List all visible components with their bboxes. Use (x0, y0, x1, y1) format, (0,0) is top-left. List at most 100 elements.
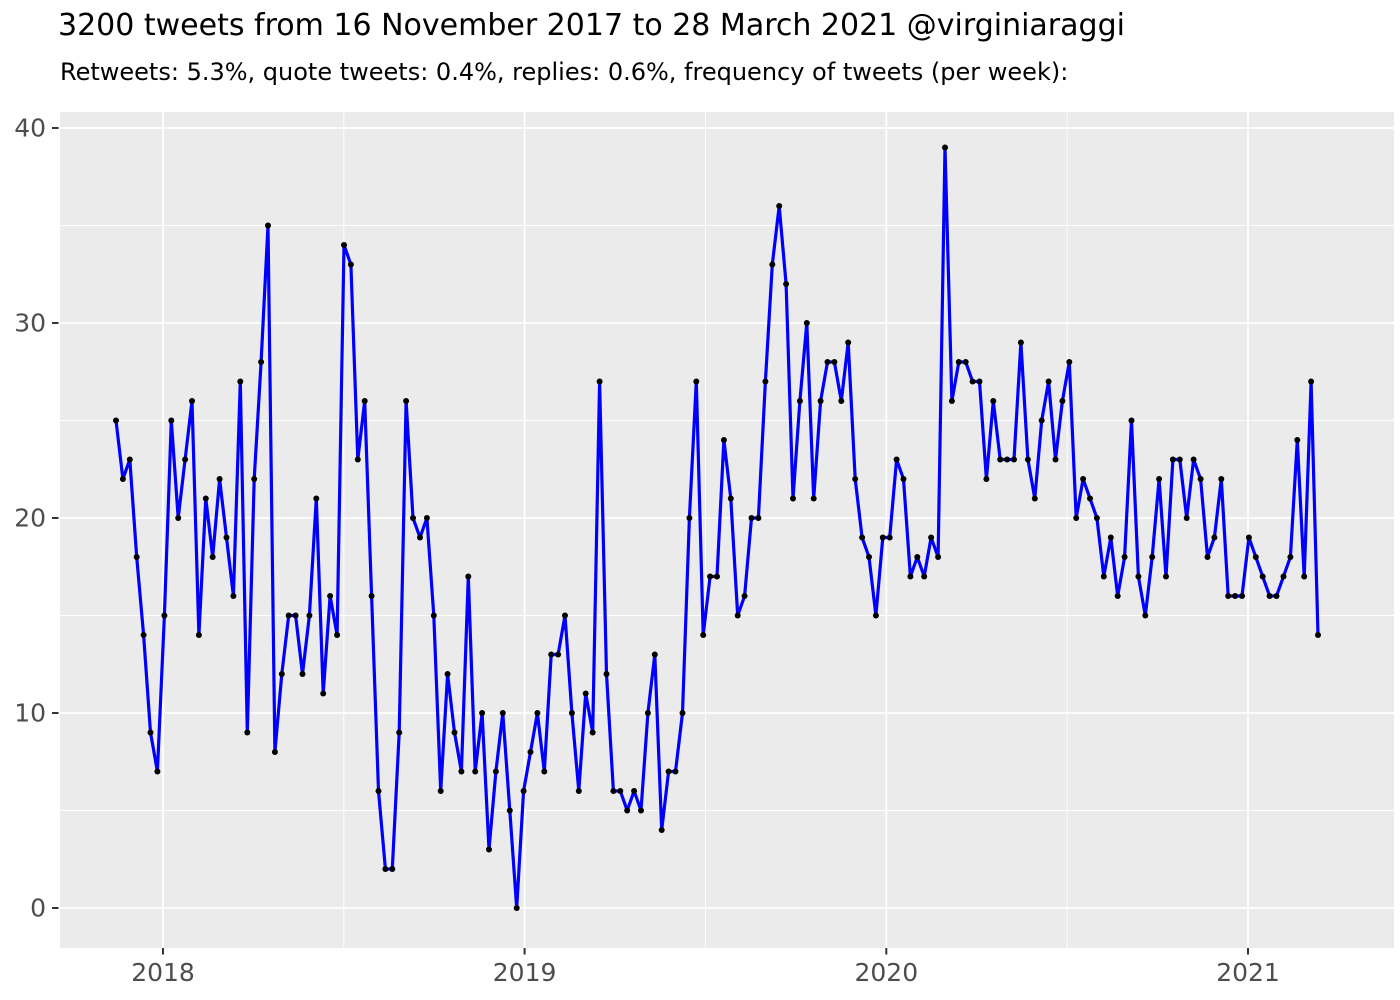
data-point (417, 534, 423, 541)
data-point (589, 729, 596, 736)
data-point (783, 281, 790, 287)
data-point (1252, 554, 1259, 560)
data-point (1100, 573, 1107, 580)
data-point (1287, 554, 1294, 560)
data-point (541, 768, 548, 775)
data-point (548, 651, 555, 658)
data-point (195, 632, 202, 638)
data-point (665, 768, 672, 775)
data-point (1280, 573, 1287, 580)
data-point (1011, 456, 1017, 463)
data-point (872, 612, 879, 619)
data-point (962, 359, 969, 365)
data-point (1073, 515, 1080, 521)
data-point (1190, 456, 1197, 463)
data-point (202, 495, 209, 502)
data-point (313, 495, 320, 502)
data-point (499, 710, 506, 716)
plot-panel (60, 112, 1394, 948)
chart-title: 3200 tweets from 16 November 2017 to 28 … (58, 8, 1125, 43)
chart-subtitle: Retweets: 5.3%, quote tweets: 0.4%, repl… (60, 58, 1069, 86)
data-point (755, 515, 762, 521)
data-point (182, 456, 189, 463)
data-point (265, 222, 271, 229)
data-point (817, 398, 824, 404)
data-point (810, 495, 817, 502)
data-point (479, 710, 486, 716)
data-point (555, 651, 562, 658)
data-point (258, 359, 265, 365)
data-point (389, 866, 396, 872)
data-point (734, 612, 741, 619)
data-point (1156, 476, 1163, 482)
data-point (334, 632, 341, 638)
data-point (969, 378, 976, 385)
data-point (1142, 612, 1149, 619)
data-point (354, 456, 361, 463)
data-point (727, 495, 734, 502)
data-point (292, 612, 299, 619)
data-point (458, 768, 465, 775)
data-point (1107, 534, 1114, 541)
data-point (651, 651, 658, 658)
data-point (741, 593, 748, 599)
data-point (1045, 378, 1052, 385)
data-point (1169, 456, 1176, 463)
data-point (769, 261, 776, 268)
data-point (1163, 573, 1169, 580)
data-point (762, 378, 769, 385)
data-point (1024, 456, 1031, 463)
data-point (216, 476, 223, 482)
data-point (465, 573, 472, 580)
data-point (1031, 495, 1038, 502)
data-point (403, 398, 410, 404)
data-point (306, 612, 313, 619)
data-point (1080, 476, 1087, 482)
data-point (513, 905, 520, 911)
data-point (472, 768, 479, 775)
data-point (1059, 398, 1066, 404)
y-axis-tick-label: 20 (14, 503, 46, 533)
data-point (955, 359, 962, 365)
data-point (610, 788, 617, 794)
data-point (1211, 534, 1218, 541)
data-point (935, 554, 942, 560)
data-point (1121, 554, 1128, 560)
data-point (368, 593, 375, 599)
data-point (534, 710, 541, 716)
data-point (624, 807, 631, 814)
data-point (1259, 573, 1266, 580)
data-point (714, 573, 720, 580)
data-point (831, 359, 838, 365)
data-point (299, 671, 306, 677)
data-point (230, 593, 237, 599)
data-point (1128, 417, 1135, 424)
data-point (327, 593, 334, 599)
data-point (451, 729, 458, 736)
data-point (437, 788, 444, 794)
y-axis-tick-label: 30 (14, 308, 46, 338)
data-point (658, 827, 665, 833)
data-point (803, 320, 810, 326)
data-point (562, 612, 568, 619)
data-point (928, 534, 935, 541)
data-point (900, 476, 907, 482)
data-point (1038, 417, 1045, 424)
data-point (859, 534, 866, 541)
data-point (382, 866, 389, 872)
data-point (1183, 515, 1190, 521)
y-axis-tick-label: 0 (30, 893, 46, 923)
data-point (285, 612, 292, 619)
data-point (1218, 476, 1225, 482)
data-point (1273, 593, 1280, 599)
data-point (638, 807, 644, 814)
data-point (575, 788, 582, 794)
data-point (113, 417, 119, 424)
data-point (582, 690, 589, 697)
data-point (223, 534, 230, 541)
data-point (921, 573, 928, 580)
data-point (1308, 378, 1315, 385)
data-point (119, 476, 126, 482)
data-point (251, 476, 258, 482)
data-point (140, 632, 147, 638)
